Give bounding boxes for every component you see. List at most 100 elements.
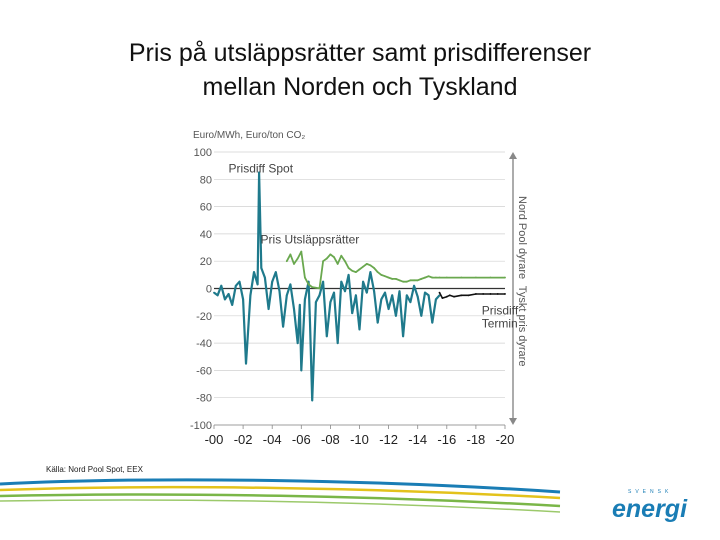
series-pris-utslappsratter-point (311, 286, 314, 289)
series-prisdiff-spot-point (253, 271, 255, 274)
x-tick-label: -14 (408, 432, 427, 447)
series-prisdiff-spot-point (300, 369, 303, 372)
series-pris-utslappsratter-point (409, 279, 412, 282)
y-tick-label: -100 (190, 420, 212, 432)
y-tick-label: 80 (200, 174, 212, 186)
y-tick-label: 0 (206, 284, 212, 296)
series-prisdiff-spot-point (398, 290, 401, 293)
series-prisdiff-spot-point (384, 291, 386, 294)
series-prisdiff-spot-point (394, 314, 397, 317)
series-prisdiff-termin-point (504, 293, 506, 295)
swoosh-blue (0, 478, 561, 494)
logo-bottom-text: energi (612, 495, 688, 523)
series-prisdiff-termin-point (475, 293, 477, 295)
series-prisdiff-spot-point (380, 298, 383, 301)
series-prisdiff-spot-point (420, 314, 423, 317)
series-pris-utslappsratter-point (489, 276, 492, 279)
footer-swooshes (0, 478, 561, 513)
series-prisdiff-spot-point (231, 303, 234, 306)
series-prisdiff-spot-point (260, 267, 263, 269)
series-label: Prisdiff Spot (229, 161, 294, 175)
series-prisdiff-spot-point (289, 283, 292, 286)
series-prisdiff-spot-point (358, 328, 361, 331)
series-prisdiff-spot-point (234, 284, 237, 287)
series-pris-utslappsratter-point (373, 267, 375, 269)
series-prisdiff-spot-point (274, 271, 277, 274)
slide-title: Pris på utsläppsrätter samt prisdifferen… (0, 36, 720, 104)
series-pris-utslappsratter-point (413, 279, 415, 282)
series-prisdiff-termin-point (489, 293, 492, 295)
series-prisdiff-spot-point (424, 291, 426, 294)
x-tick-label: -18 (467, 432, 486, 447)
right-label-top: Nord Pool dyrare (516, 196, 528, 279)
title-line-2: mellan Norden och Tyskland (202, 73, 518, 101)
y-tick-label: 100 (194, 147, 212, 159)
title-line-1: Pris på utsläppsrätter samt prisdifferen… (128, 39, 592, 67)
series-pris-utslappsratter-point (300, 250, 303, 253)
series-pris-utslappsratter-point (336, 263, 339, 265)
series-prisdiff-spot-point (220, 284, 223, 287)
series-pris-utslappsratter-point (325, 257, 328, 260)
series-prisdiff-spot-point (354, 294, 357, 297)
right-arrow-head-top (509, 152, 517, 159)
series-pris-utslappsratter-point (424, 276, 426, 279)
y-tick-label: 60 (200, 202, 212, 214)
series-prisdiff-spot-point (344, 290, 346, 293)
x-tick-label: -00 (205, 432, 224, 447)
series-prisdiff-spot-point (249, 294, 252, 297)
chart-series (213, 171, 506, 402)
series-prisdiff-spot-point (242, 298, 245, 301)
series-prisdiff-spot-point (387, 308, 390, 310)
series-pris-utslappsratter-point (391, 278, 394, 280)
series-prisdiff-spot-point (258, 171, 261, 174)
series-prisdiff-spot-point (278, 290, 281, 293)
series-prisdiff-spot-point (298, 303, 301, 306)
series-pris-utslappsratter-point (289, 253, 292, 256)
series-prisdiff-spot-point (427, 294, 430, 297)
series-pris-utslappsratter-point (351, 269, 354, 272)
series-pris-utslappsratter-point (434, 276, 437, 279)
series-prisdiff-spot-point (256, 283, 259, 286)
series-pris-utslappsratter-point (329, 253, 332, 256)
series-prisdiff-termin-point (445, 295, 448, 298)
series-pris-utslappsratter-point (405, 280, 408, 283)
series-prisdiff-termin-point (438, 291, 441, 294)
series-prisdiff-spot-point (365, 291, 368, 294)
svensk-energi-logo: SVENSK energi (612, 489, 688, 523)
y-tick-label: 40 (200, 229, 212, 241)
series-prisdiff-spot-point (347, 273, 350, 276)
series-pris-utslappsratter-point (394, 278, 397, 280)
series-prisdiff-spot-point (336, 342, 339, 344)
series-prisdiff-spot-point (245, 362, 247, 365)
logo-top-text: SVENSK (628, 489, 672, 495)
right-label-bottom: Tyskt pris dyrare (516, 286, 528, 367)
series-pris-utslappsratter-point (318, 287, 321, 290)
series-prisdiff-spot-point (304, 298, 306, 301)
series-prisdiff-spot-point (322, 280, 325, 283)
series-pris-utslappsratter-point (340, 254, 343, 257)
series-prisdiff-termin-point (441, 297, 444, 299)
series-pris-utslappsratter-point (285, 260, 288, 263)
series-prisdiff-spot-point (333, 291, 335, 294)
series-prisdiff-termin-point (467, 294, 470, 297)
series-prisdiff-spot-point (431, 321, 434, 324)
series-pris-utslappsratter-point (398, 279, 401, 282)
series-prisdiff-spot-point (416, 295, 419, 298)
y-tick-label: -60 (196, 365, 212, 377)
y-tick-label: -80 (196, 393, 212, 405)
series-prisdiff-termin-point (460, 294, 463, 297)
y-axis-title: Euro/MWh, Euro/ton CO₂ (193, 130, 305, 141)
x-tick-label: -02 (234, 432, 253, 447)
series-prisdiff-spot-point (362, 280, 365, 283)
series-pris-utslappsratter-point (354, 271, 357, 274)
series-pris-utslappsratter-point (304, 276, 306, 279)
series-prisdiff-spot-point (216, 294, 219, 297)
series-label: Prisdiff (482, 303, 519, 317)
series-pris-utslappsratter-point (431, 276, 434, 279)
series-prisdiff-spot-point (405, 294, 408, 297)
series-prisdiff-spot-point (282, 325, 285, 328)
series-pris-utslappsratter-point (420, 278, 423, 280)
series-prisdiff-spot-point (267, 308, 270, 310)
series-prisdiff-spot-point (271, 280, 274, 283)
series-prisdiff-spot-point (318, 294, 321, 297)
